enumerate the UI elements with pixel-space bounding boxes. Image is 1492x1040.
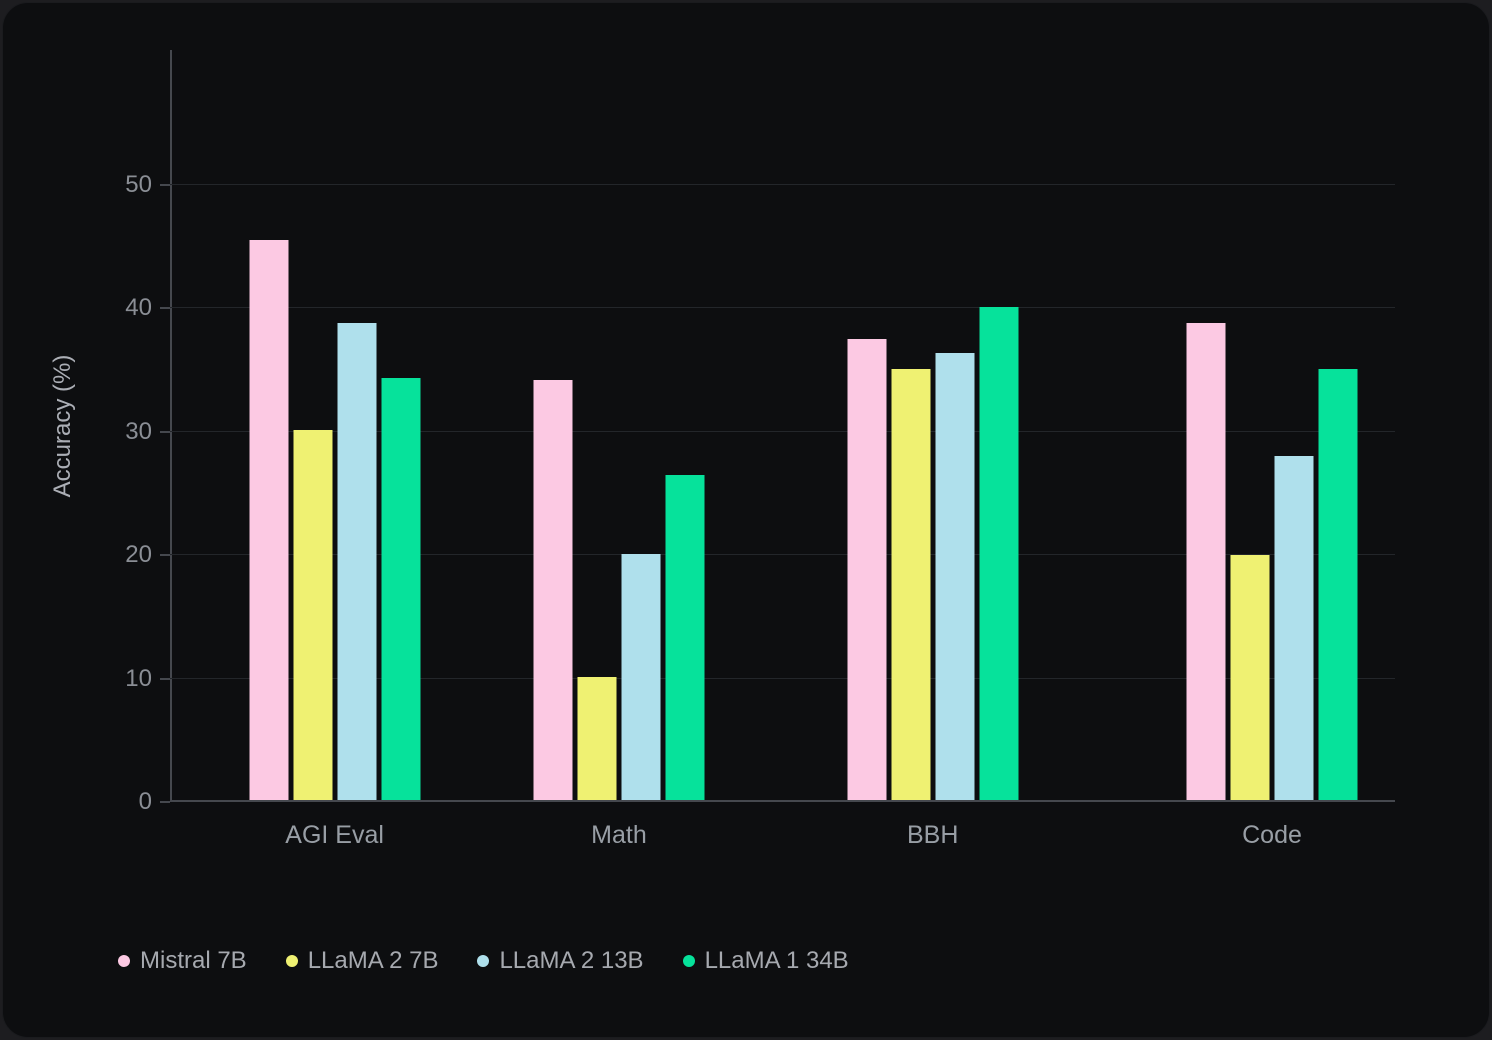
category-label-agi-eval: AGI Eval	[285, 821, 384, 849]
bar-llama-2-7b-code	[1230, 555, 1270, 800]
y-tick-label-40: 40	[125, 294, 152, 322]
bar-llama-1-34b-bbh	[979, 306, 1019, 800]
bar-llama-2-7b-math	[577, 677, 617, 800]
y-tick-0	[160, 801, 170, 803]
y-tick-30	[160, 430, 170, 433]
category-label-bbh: BBH	[906, 821, 959, 849]
y-tick-label-50: 50	[125, 170, 152, 198]
legend-label-llama-2-7b: LLaMA 2 7B	[307, 947, 439, 974]
y-tick-label-20: 20	[125, 541, 152, 569]
y-tick-40	[160, 307, 170, 310]
legend-dot-llama-2-13b	[477, 955, 490, 967]
bar-llama-1-34b-code	[1318, 368, 1358, 800]
bar-llama-1-34b-agi-eval	[381, 378, 421, 800]
bar-mistral-7b-math	[533, 379, 573, 800]
legend-item-llama-2-13b: LLaMA 2 13B	[477, 947, 644, 975]
legend-label-mistral-7b: Mistral 7B	[140, 947, 247, 974]
gridline-30	[170, 430, 1395, 432]
legend-dot-llama-2-7b	[285, 955, 298, 967]
gridline-40	[170, 307, 1395, 309]
gridline-10	[170, 677, 1395, 679]
legend-item-llama-1-34b: LLaMA 1 34B	[682, 947, 849, 975]
bar-llama-2-13b-bbh	[935, 352, 975, 800]
y-tick-20	[160, 554, 170, 557]
bar-mistral-7b-code	[1186, 322, 1226, 800]
bar-llama-2-7b-bbh	[891, 368, 931, 800]
y-tick-10	[160, 677, 170, 680]
bar-llama-2-13b-agi-eval	[337, 322, 377, 800]
category-label-math: Math	[591, 821, 647, 849]
bar-group-math	[533, 379, 705, 800]
y-tick-50	[160, 183, 170, 186]
legend-item-llama-2-7b: LLaMA 2 7B	[285, 947, 439, 975]
bar-mistral-7b-bbh	[847, 338, 887, 800]
legend-label-llama-2-13b: LLaMA 2 13B	[499, 947, 644, 974]
category-label-code: Code	[1242, 821, 1302, 849]
gridline-50	[170, 183, 1395, 185]
bar-group-code	[1186, 322, 1358, 800]
bar-llama-1-34b-math	[665, 474, 705, 800]
legend-dot-mistral-7b	[118, 955, 130, 967]
bar-llama-2-13b-math	[621, 553, 661, 800]
y-tick-label-0: 0	[138, 788, 152, 815]
y-axis-title: Accuracy (%)	[49, 354, 76, 498]
legend-label-llama-1-34b: LLaMA 1 34B	[704, 947, 849, 974]
bar-group-agi-eval	[249, 240, 421, 800]
bar-mistral-7b-agi-eval	[249, 240, 289, 800]
plot-area: 0 10 20 30 40 50 AGI Eval Math BBH Code	[125, 50, 1395, 849]
bar-llama-2-7b-agi-eval	[293, 430, 333, 800]
legend-item-mistral-7b: Mistral 7B	[118, 947, 247, 975]
bar-llama-2-13b-code	[1274, 456, 1314, 800]
y-axis-line	[170, 50, 172, 802]
y-tick-label-10: 10	[125, 664, 152, 692]
x-axis-line	[170, 800, 1395, 802]
y-tick-label-30: 30	[125, 417, 152, 445]
legend: Mistral 7B LLaMA 2 7B LLaMA 2 13B LLaMA 1 3…	[118, 944, 849, 978]
bar-group-bbh	[847, 306, 1019, 800]
gridline-20	[170, 554, 1395, 556]
legend-dot-llama-1-34b	[682, 955, 695, 967]
